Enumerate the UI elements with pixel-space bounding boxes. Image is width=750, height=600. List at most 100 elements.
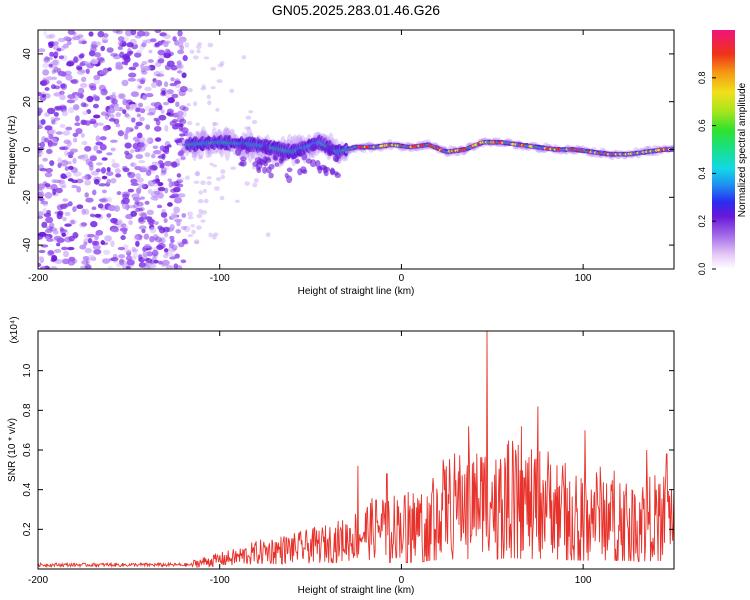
heatmap-noise-cell — [41, 136, 47, 143]
heatmap-noise-cell — [200, 133, 206, 137]
heatmap-noise-cell — [203, 198, 209, 204]
heatmap-noise-cell — [71, 184, 78, 189]
heatmap-noise-cell — [95, 122, 104, 126]
heatmap-noise-cell — [51, 69, 56, 75]
heatmap-noise-cell — [84, 264, 92, 269]
heatmap-noise-cell — [95, 168, 101, 173]
snr-y-tick-label: 1.0 — [22, 363, 33, 377]
heatmap-noise-cell — [180, 146, 187, 154]
heatmap-noise-cell — [158, 260, 163, 265]
heatmap-noise-cell — [161, 90, 166, 96]
heatmap-noise-cell — [176, 176, 185, 183]
heatmap-noise-cell — [61, 232, 67, 237]
heatmap-noise-cell — [207, 42, 214, 48]
heatmap-noise-cell — [138, 212, 143, 217]
heatmap-noise-cell — [106, 217, 111, 221]
heatmap-noise-cell — [208, 232, 213, 238]
heatmap-noise-cell — [99, 144, 107, 151]
heatmap-noise-cell — [180, 156, 186, 161]
heatmap-noise-cell — [86, 95, 94, 103]
heatmap-noise-cell — [44, 172, 53, 178]
heatmap-noise-cell — [56, 242, 61, 247]
heatmap-noise-cell — [170, 77, 175, 82]
heatmap-noise-cell — [182, 55, 188, 62]
heatmap-noise-cell — [161, 153, 166, 160]
heatmap-noise-cell — [192, 55, 199, 60]
heatmap-noise-cell — [110, 256, 119, 262]
heatmap-noise-cell — [85, 68, 90, 75]
heatmap-noise-cell — [78, 69, 87, 74]
heatmap-ridge-cell — [268, 163, 275, 170]
heatmap-noise-cell — [141, 183, 149, 190]
heatmap-noise-cell — [220, 169, 226, 174]
heatmap-noise-cell — [83, 175, 89, 181]
heatmap-noise-cell — [109, 139, 118, 143]
heatmap-noise-cell — [59, 123, 66, 129]
heatmap-ridge-cell — [316, 166, 323, 171]
heatmap-noise-cell — [95, 229, 104, 236]
heatmap-noise-cell — [78, 54, 85, 59]
heatmap-noise-cell — [160, 109, 165, 114]
heatmap-noise-cell — [168, 181, 174, 188]
heatmap-ridge-cell — [334, 172, 341, 178]
heatmap-noise-cell — [49, 222, 55, 229]
heatmap-noise-cell — [181, 238, 188, 244]
heatmap-noise-cell — [169, 223, 175, 231]
heatmap-noise-cell — [118, 254, 126, 259]
heatmap-noise-cell — [48, 141, 55, 148]
heatmap-noise-cell — [130, 30, 137, 36]
heatmap-noise-cell — [135, 121, 143, 127]
heatmap-noise-cell — [84, 61, 91, 65]
heatmap-noise-cell — [141, 228, 146, 234]
heatmap-noise-cell — [179, 105, 187, 111]
heatmap-noise-cell — [119, 93, 126, 100]
heatmap-noise-cell — [48, 128, 57, 135]
heatmap-noise-cell — [191, 154, 197, 158]
heatmap-noise-cell — [118, 258, 125, 266]
heatmap-noise-cell — [68, 151, 75, 155]
heatmap-noise-cell — [140, 165, 149, 172]
heatmap-noise-cell — [145, 39, 152, 44]
heatmap-noise-cell — [84, 192, 89, 198]
heatmap-ridge-cell — [262, 144, 270, 153]
heatmap-noise-cell — [167, 178, 172, 182]
heatmap-noise-cell — [176, 265, 183, 269]
heatmap-noise-cell — [38, 211, 44, 217]
heatmap-noise-cell — [136, 30, 146, 37]
heatmap-noise-cell — [187, 216, 194, 220]
heatmap-noise-cell — [196, 131, 201, 135]
heatmap-noise-cell — [165, 92, 170, 99]
heatmap-noise-cell — [100, 111, 108, 116]
heatmap-noise-cell — [148, 49, 153, 54]
heatmap-noise-cell — [84, 208, 90, 215]
heatmap-noise-cell — [187, 234, 194, 238]
heatmap-noise-cell — [102, 125, 109, 132]
heatmap-noise-cell — [89, 118, 97, 124]
heatmap-noise-cell — [117, 130, 124, 137]
heatmap-noise-cell — [162, 254, 169, 259]
heatmap-noise-cell — [123, 133, 129, 140]
heatmap-noise-cell — [145, 92, 154, 98]
heatmap-noise-cell — [79, 244, 87, 250]
heatmap-noise-cell — [103, 33, 109, 38]
heatmap-noise-cell — [167, 97, 175, 104]
heatmap-noise-cell — [90, 44, 98, 49]
heatmap-noise-cell — [96, 57, 105, 62]
heatmap-noise-cell — [145, 258, 153, 263]
heatmap-noise-cell — [252, 182, 258, 188]
heatmap-noise-cell — [154, 30, 162, 34]
heatmap-noise-cell — [46, 209, 51, 215]
heatmap-ridge-cell — [245, 149, 250, 154]
heatmap-noise-cell — [144, 86, 152, 92]
heatmap-noise-cell — [68, 219, 78, 225]
heatmap-noise-cell — [112, 53, 122, 60]
heatmap-ridge-cell — [256, 168, 262, 174]
heatmap-noise-cell — [130, 91, 140, 98]
heatmap-noise-cell — [38, 124, 43, 130]
heatmap-noise-cell — [112, 253, 118, 260]
heatmap-noise-cell — [101, 189, 107, 194]
heatmap-noise-cell — [179, 85, 188, 93]
heatmap-noise-cell — [170, 188, 177, 193]
heatmap-noise-cell — [174, 253, 180, 259]
heatmap-noise-cell — [181, 106, 189, 112]
